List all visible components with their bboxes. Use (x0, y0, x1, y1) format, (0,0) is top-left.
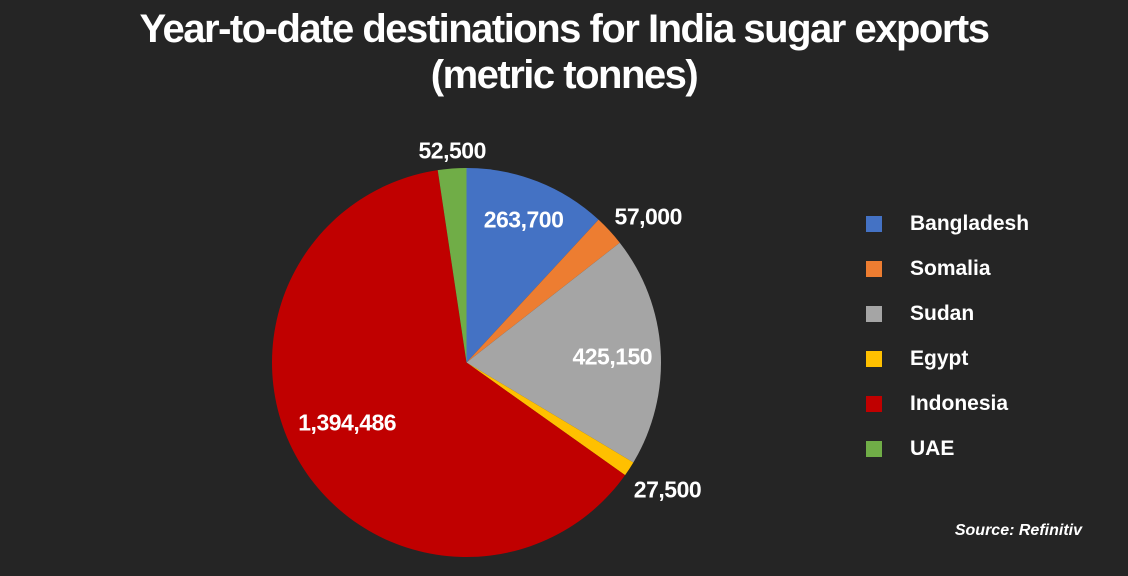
source-note: Source: Refinitiv (954, 522, 1082, 539)
chart-title-line2: (metric tonnes) (430, 53, 699, 97)
legend-label-indonesia: Indonesia (910, 391, 1009, 415)
legend-item-egypt: Egypt (866, 336, 1029, 381)
pie-slice-sudan (466, 242, 661, 463)
legend-swatch-sudan (866, 305, 882, 322)
chart-title-line1: Year-to-date destinations for India suga… (139, 7, 990, 51)
legend-item-indonesia: Indonesia (866, 381, 1029, 426)
legend-item-uae: UAE (866, 426, 1029, 471)
legend-label-bangladesh: Bangladesh (910, 211, 1030, 235)
legend-item-sudan: Sudan (866, 291, 1029, 336)
pie-data-label-uae: 52,500 (418, 137, 487, 164)
pie-slice-egypt (466, 362, 634, 476)
legend: Bangladesh Somalia Sudan Egypt Indonesia… (866, 201, 1029, 471)
chart-title: Year-to-date destinations for India suga… (0, 6, 1128, 98)
pie-slice-indonesia (271, 170, 626, 557)
pie-data-label-bangladesh: 263,700 (483, 206, 564, 233)
legend-label-uae: UAE (910, 436, 955, 460)
pie-slice-somalia (466, 219, 620, 363)
legend-swatch-uae (866, 440, 882, 457)
pie-data-label-egypt: 27,500 (633, 476, 702, 503)
legend-swatch-egypt (866, 350, 882, 367)
legend-label-sudan: Sudan (910, 301, 975, 325)
pie-slice-uae (437, 168, 467, 363)
pie-slice-bangladesh (466, 168, 599, 363)
pie-data-label-somalia: 57,000 (614, 203, 683, 230)
pie-data-label-sudan: 425,150 (572, 343, 653, 370)
legend-label-egypt: Egypt (910, 346, 969, 370)
legend-swatch-bangladesh (866, 215, 882, 232)
legend-swatch-indonesia (866, 395, 882, 412)
legend-label-somalia: Somalia (910, 256, 991, 280)
legend-swatch-somalia (866, 260, 882, 277)
legend-item-somalia: Somalia (866, 246, 1029, 291)
legend-item-bangladesh: Bangladesh (866, 201, 1029, 246)
pie-data-label-indonesia: 1,394,486 (298, 409, 397, 436)
